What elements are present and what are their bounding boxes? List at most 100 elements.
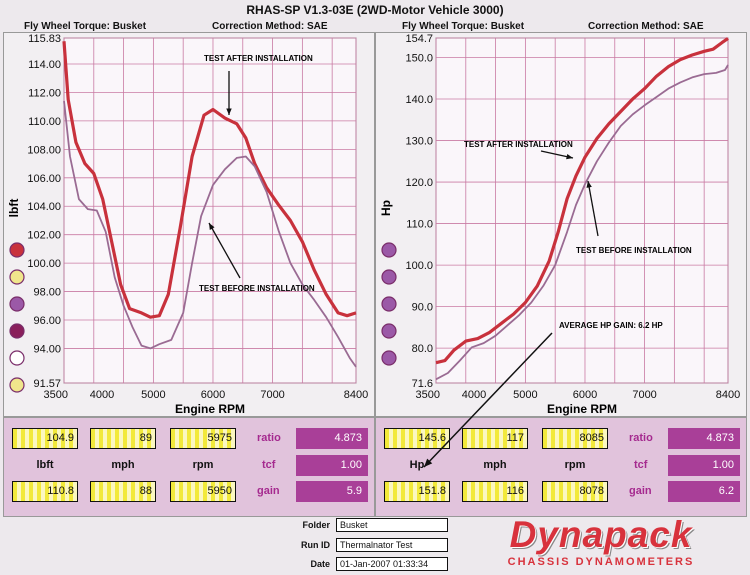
ratio-label: ratio <box>257 432 281 444</box>
series-line-before <box>63 100 357 368</box>
hp-chart: 154.7 150.0 140.0 130.0 120.0 110.0 100.0 90.0 8… <box>379 33 740 416</box>
mph-peak-box: 88 <box>90 481 156 502</box>
mph-unit-label: mph <box>483 459 507 471</box>
y-tick-label: 154.7 <box>405 33 433 45</box>
annotation-arrowhead <box>586 181 592 188</box>
date-label: Date <box>310 559 330 569</box>
ratio-label: ratio <box>629 432 653 444</box>
x-tick-label: 5000 <box>513 389 537 401</box>
torque-chart-panel: 115.83 114.00 112.00 110.00 108.00 106.00 104.… <box>3 32 375 417</box>
runid-field: Thermalnator Test <box>336 538 448 552</box>
hp-peak-box: 151.8 <box>384 481 450 502</box>
y-tick-label: 100.00 <box>27 258 61 270</box>
mph-unit-label: mph <box>111 459 135 471</box>
dynapack-logo: Dynapack CHASSIS DYNAMOMETERS <box>466 514 746 574</box>
x-tick-label: 4000 <box>90 389 114 401</box>
y-tick-label: 114.00 <box>28 59 61 71</box>
rpm-unit-label: rpm <box>564 459 586 471</box>
left-flywheel-label: Fly Wheel Torque: Busket <box>24 21 147 32</box>
tcf-value: 1.00 <box>668 455 740 476</box>
y-tick-label: 110.00 <box>28 116 61 128</box>
rpm-unit-label: rpm <box>192 459 214 471</box>
x-tick-label: 3500 <box>416 389 440 401</box>
gain-value: 5.9 <box>296 481 368 502</box>
annotation-gain: AVERAGE HP GAIN: 6.2 HP <box>559 321 663 330</box>
torque-value-box: 104.9 <box>12 428 78 449</box>
legend-dot <box>9 323 25 339</box>
y-axis-label: Hp <box>379 200 393 216</box>
hp-value-box: 145.6 <box>384 428 450 449</box>
y-tick-label: 120.0 <box>405 177 433 189</box>
mph-peak-box: 116 <box>462 481 528 502</box>
y-tick-label: 96.00 <box>33 315 61 327</box>
tcf-value: 1.00 <box>296 455 368 476</box>
annotation-arrow <box>208 222 241 279</box>
mph-value-box: 117 <box>462 428 528 449</box>
torque-unit-label: lbft <box>36 459 54 471</box>
y-tick-label: 130.0 <box>405 136 433 148</box>
x-tick-label: 4000 <box>462 389 486 401</box>
legend-dot <box>381 269 397 285</box>
rpm-value-box: 8085 <box>542 428 608 449</box>
legend-dot <box>381 296 397 312</box>
hp-stats-panel: 145.6 117 8085 Hp mph rpm 151.8 116 8078… <box>375 417 747 517</box>
tcf-label: tcf <box>262 459 276 471</box>
ratio-value: 4.873 <box>668 428 740 449</box>
y-tick-label: 90.0 <box>412 302 433 314</box>
y-tick-label: 98.00 <box>33 287 61 299</box>
annotation-before: TEST BEFORE INSTALLATION <box>199 284 315 293</box>
left-correction-label: Correction Method: SAE <box>212 21 328 32</box>
torque-stats-panel: 104.9 89 5975 lbft mph rpm 110.8 88 5950… <box>3 417 375 517</box>
rpm-value-box: 5975 <box>170 428 236 449</box>
hp-unit-label: Hp <box>409 459 425 471</box>
y-tick-label: 140.0 <box>405 94 433 106</box>
y-tick-label: 110.0 <box>406 219 433 231</box>
gain-label: gain <box>629 485 652 497</box>
right-correction-label: Correction Method: SAE <box>588 21 704 32</box>
right-flywheel-label: Fly Wheel Torque: Busket <box>402 21 525 32</box>
legend-dot <box>381 242 397 258</box>
y-tick-label: 115.83 <box>28 33 61 45</box>
logo-wordmark: Dynapack <box>509 514 693 555</box>
gain-value: 6.2 <box>668 481 740 502</box>
y-tick-label: 112.00 <box>28 87 61 99</box>
logo-tagline: CHASSIS DYNAMOMETERS <box>507 556 695 568</box>
legend-dot <box>381 323 397 339</box>
legend-dot <box>9 269 25 285</box>
folder-field: Busket <box>336 518 448 532</box>
mph-value-box: 89 <box>90 428 156 449</box>
x-tick-label: 6000 <box>201 389 225 401</box>
hp-chart-panel: 154.7 150.0 140.0 130.0 120.0 110.0 100.0 90.0 8… <box>375 32 747 417</box>
annotation-arrow <box>587 180 599 237</box>
annotation-after: TEST AFTER INSTALLATION <box>464 140 573 149</box>
y-tick-label: 106.00 <box>27 173 61 185</box>
torque-peak-box: 110.8 <box>12 481 78 502</box>
annotation-arrowhead <box>209 223 215 230</box>
annotation-arrowhead <box>566 153 573 160</box>
x-tick-label: 7000 <box>260 389 284 401</box>
plot-area <box>435 37 729 384</box>
y-tick-label: 102.00 <box>27 230 61 242</box>
annotation-after: TEST AFTER INSTALLATION <box>204 54 313 63</box>
y-tick-label: 104.00 <box>27 201 61 213</box>
gain-label: gain <box>257 485 280 497</box>
x-tick-label: 8400 <box>716 389 740 401</box>
folder-label: Folder <box>302 520 330 530</box>
legend-dot <box>9 350 25 366</box>
x-tick-label: 5000 <box>141 389 165 401</box>
y-tick-label: 100.0 <box>405 260 433 272</box>
x-tick-label: 8400 <box>344 389 368 401</box>
y-tick-label: 94.00 <box>33 343 61 355</box>
rpm-peak-box: 5950 <box>170 481 236 502</box>
legend-dot <box>9 377 25 393</box>
rpm-peak-box: 8078 <box>542 481 608 502</box>
annotation-arrowhead <box>226 108 232 115</box>
y-axis-label: lbft <box>7 199 21 218</box>
app-title: RHAS-SP V1.3-03E (2WD-Motor Vehicle 3000… <box>246 3 504 17</box>
y-tick-label: 108.00 <box>27 144 61 156</box>
torque-chart: 115.83 114.00 112.00 110.00 108.00 106.00 104.… <box>7 33 368 416</box>
annotation-before: TEST BEFORE INSTALLATION <box>576 246 692 255</box>
y-tick-label: 150.0 <box>405 53 433 65</box>
ratio-value: 4.873 <box>296 428 368 449</box>
legend-dot <box>9 242 25 258</box>
